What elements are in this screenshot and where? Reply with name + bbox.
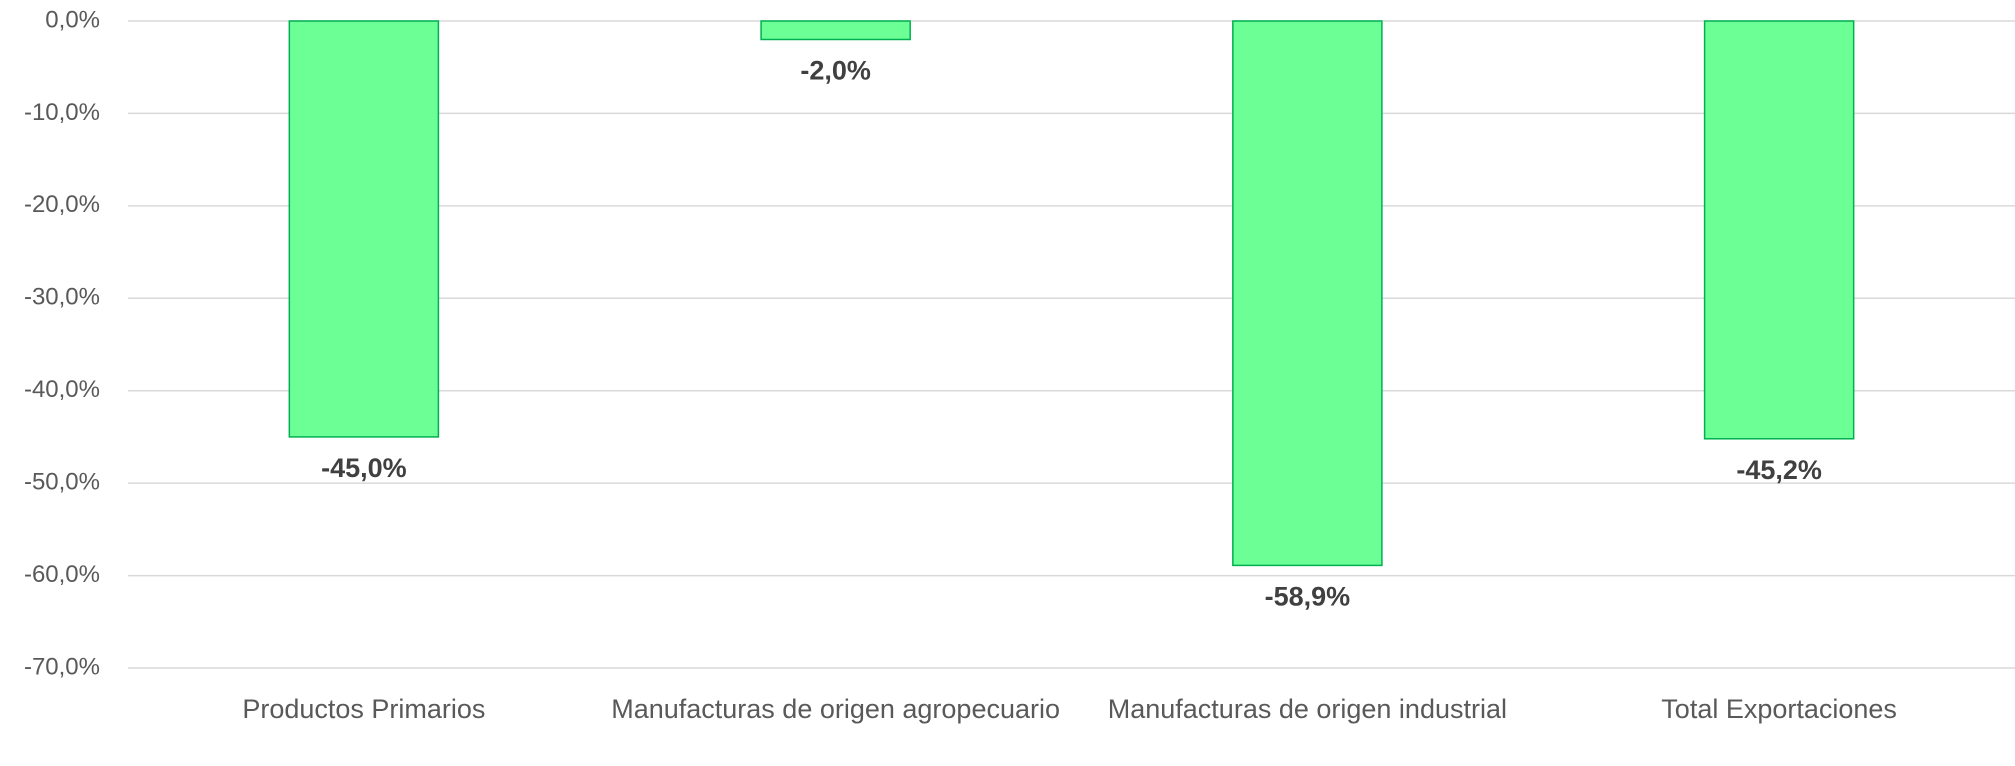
y-tick-label: -50,0% (24, 468, 100, 495)
bar (288, 20, 440, 438)
data-label: -45,0% (321, 453, 407, 483)
y-tick-label: -10,0% (24, 99, 100, 126)
data-label: -2,0% (800, 56, 871, 86)
bar (760, 20, 911, 41)
y-tick-label: -60,0% (24, 561, 100, 588)
y-tick-label: 0,0% (45, 6, 100, 33)
y-tick-label: -20,0% (24, 191, 100, 218)
x-tick-label: Manufacturas de origen agropecuario (611, 694, 1061, 724)
x-tick-label: Productos Primarios (242, 694, 486, 724)
y-tick-label: -40,0% (24, 376, 100, 403)
bar (1232, 20, 1383, 567)
x-tick-label: Total Exportaciones (1661, 694, 1897, 724)
x-tick-label: Manufacturas de origen industrial (1107, 694, 1507, 724)
data-label: -58,9% (1265, 582, 1351, 612)
y-tick-label: -30,0% (24, 284, 100, 311)
data-label: -45,2% (1736, 455, 1822, 485)
y-tick-label: -70,0% (24, 653, 100, 680)
bar (1703, 20, 1855, 440)
